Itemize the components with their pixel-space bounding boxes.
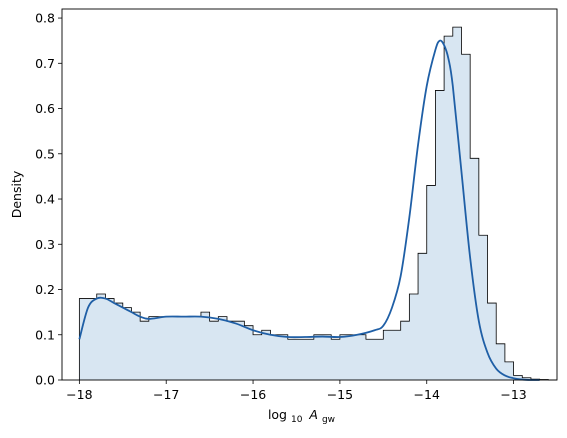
y-tick-label: 0.4 (35, 192, 55, 207)
y-tick-label: 0.1 (35, 327, 55, 342)
y-tick-label: 0.3 (35, 237, 55, 252)
y-axis: 0.0 0.1 0.2 0.3 0.4 0.5 0.6 0.7 0.8 (35, 11, 62, 388)
y-tick-label: 0.8 (35, 11, 55, 26)
plot-frame (61, 8, 558, 381)
y-tick-label: 0.2 (35, 282, 55, 297)
x-tick-label: −16 (240, 387, 266, 402)
x-axis-title-var: A (308, 407, 318, 422)
x-tick-label: −17 (153, 387, 179, 402)
histogram-fill (79, 27, 558, 380)
x-tick-label: −15 (327, 387, 353, 402)
y-tick-label: 0.6 (35, 101, 55, 116)
plot-area (78, 26, 558, 381)
x-tick-label: −13 (500, 387, 526, 402)
y-axis-title: Density (9, 170, 24, 218)
y-tick-label: 0.7 (35, 56, 55, 71)
kde-curve (78, 39, 540, 381)
x-axis: −18 −17 −16 −15 −14 −13 (66, 380, 527, 402)
x-axis-title-var-sub: gw (322, 415, 335, 425)
x-axis-title: log 10 A gw (268, 407, 335, 425)
y-tick-label: 0.0 (35, 373, 55, 388)
x-axis-title-sub: 10 (291, 415, 303, 425)
x-tick-label: −14 (414, 387, 440, 402)
x-axis-title-base: log (268, 407, 287, 422)
y-tick-label: 0.5 (35, 146, 55, 161)
x-tick-label: −18 (66, 387, 92, 402)
